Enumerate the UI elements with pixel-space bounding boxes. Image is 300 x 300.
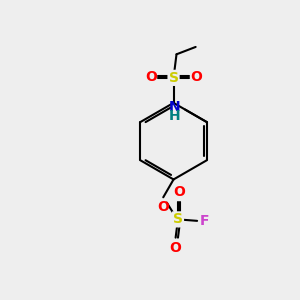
Text: O: O bbox=[157, 200, 169, 214]
Text: S: S bbox=[173, 212, 183, 226]
Text: F: F bbox=[200, 214, 209, 228]
Text: H: H bbox=[169, 109, 181, 123]
Text: O: O bbox=[170, 241, 182, 255]
Text: O: O bbox=[190, 70, 202, 84]
Text: S: S bbox=[169, 71, 178, 85]
Text: O: O bbox=[173, 185, 185, 199]
Text: O: O bbox=[145, 70, 157, 84]
Text: N: N bbox=[169, 100, 181, 114]
